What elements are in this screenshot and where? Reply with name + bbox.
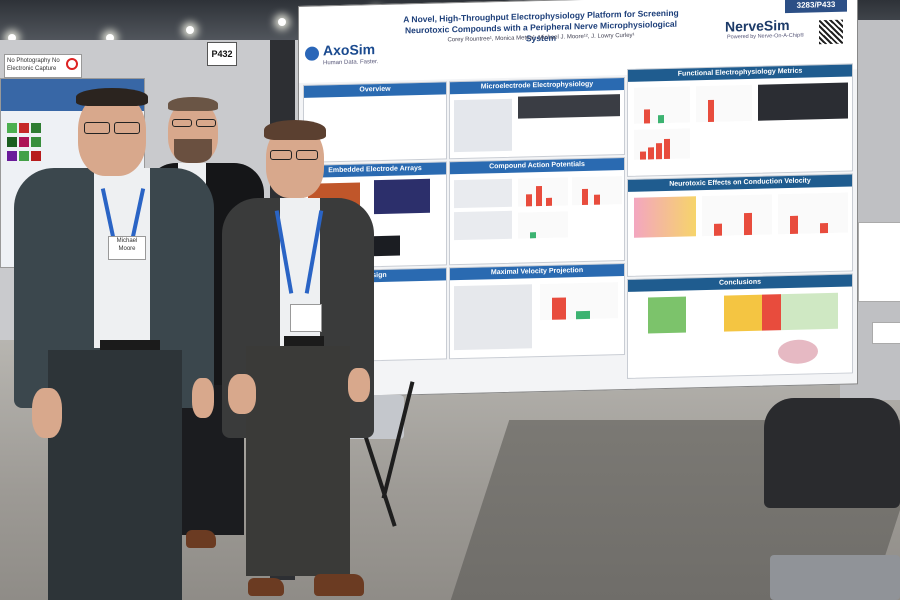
bar-chart: [696, 84, 752, 123]
section-heading: Compound Action Potentials: [450, 158, 624, 175]
qr-code-icon: [819, 19, 843, 45]
poster-tile: [31, 137, 41, 147]
heatmap-plot: [634, 196, 696, 238]
glasses: [270, 150, 292, 160]
bar-chart: [540, 282, 618, 321]
hair: [76, 88, 148, 106]
ceiling-light: [186, 26, 194, 34]
results-table: [648, 292, 838, 334]
bar-chart: [518, 177, 568, 207]
person-center: [218, 118, 378, 600]
poster-tile: [7, 137, 17, 147]
section-heading: Conclusions: [628, 274, 852, 292]
nerve-diagram: [778, 339, 818, 365]
neighbor-paper: [872, 322, 900, 344]
belt: [284, 336, 324, 346]
bar-chart: [518, 211, 568, 239]
velocity-plot: [454, 284, 532, 351]
nervesim-logo-name: NerveSim: [725, 16, 790, 35]
beard: [174, 139, 212, 163]
poster-tile: [7, 151, 17, 161]
grey-pants: [246, 346, 350, 576]
axosim-logo-icon: [305, 46, 319, 61]
hand: [192, 378, 214, 418]
board-number-sign: P432: [207, 42, 237, 66]
grey-pants: [48, 350, 182, 600]
research-poster: 3283/P433 A Novel, High-Throughput Elect…: [298, 0, 858, 398]
glasses: [196, 119, 216, 127]
section-conclusions: Conclusions: [627, 273, 853, 379]
axosim-logo: AxoSim Human Data. Faster.: [305, 39, 391, 71]
trace-figure: [454, 98, 512, 153]
bar-chart: [634, 86, 690, 124]
face: [78, 92, 146, 176]
glasses: [296, 150, 318, 160]
hair: [264, 120, 326, 140]
ceiling-light: [278, 18, 286, 26]
brown-shoe: [314, 574, 364, 596]
bar-chart: [634, 128, 690, 160]
folding-chair-back: [764, 398, 900, 508]
name-badge: [290, 304, 322, 332]
ceiling-light: [8, 34, 16, 42]
brown-shoe: [186, 530, 216, 548]
glasses: [84, 122, 110, 134]
hand: [228, 374, 256, 414]
belt: [100, 340, 160, 352]
electrode-array-photo: [374, 178, 430, 215]
section-heading: Overview: [304, 82, 446, 98]
section-heading: Neurotoxic Effects on Conduction Velocit…: [628, 174, 852, 192]
hand: [348, 368, 370, 402]
poster-tile: [19, 151, 29, 161]
bar-chart: [778, 192, 848, 235]
person-left: Michael Moore: [10, 88, 220, 600]
section-microelectrode: Microelectrode Electrophysiology: [449, 77, 625, 160]
section-heading: Microelectrode Electrophysiology: [450, 78, 624, 95]
cap-trace: [454, 178, 512, 209]
axosim-logo-name: AxoSim: [323, 41, 376, 59]
folding-chair-seat: [770, 555, 900, 600]
no-camera-icon: [66, 58, 78, 70]
section-heading: Maximal Velocity Projection: [450, 264, 624, 281]
section-cap: Compound Action Potentials: [449, 157, 625, 266]
nervesim-tagline: Powered by Nerve-On-A-Chip®: [727, 32, 805, 41]
section-neurotoxic: Neurotoxic Effects on Conduction Velocit…: [627, 173, 853, 277]
ceiling-light: [106, 34, 114, 42]
bar-chart: [702, 194, 772, 237]
poster-tile: [31, 123, 41, 133]
brown-shoe: [248, 578, 284, 596]
poster-tile: [19, 123, 29, 133]
axosim-tagline: Human Data. Faster.: [323, 59, 379, 67]
section-max-velocity: Maximal Velocity Projection: [449, 263, 625, 360]
poster-tile: [7, 123, 17, 133]
glasses: [172, 119, 192, 127]
bar-chart: [572, 176, 622, 206]
trace-panel: [758, 82, 848, 121]
board-number-code: 3283/P433: [785, 0, 847, 14]
cap-trace: [454, 210, 512, 241]
electrode-image: [518, 94, 620, 119]
hair: [168, 97, 218, 111]
neighbor-paper: [858, 222, 900, 302]
hand: [32, 388, 62, 438]
poster-tile: [31, 151, 41, 161]
poster-tile: [19, 137, 29, 147]
name-badge: Michael Moore: [108, 236, 146, 260]
glasses: [114, 122, 140, 134]
section-functional-metrics: Functional Electrophysiology Metrics: [627, 63, 853, 177]
